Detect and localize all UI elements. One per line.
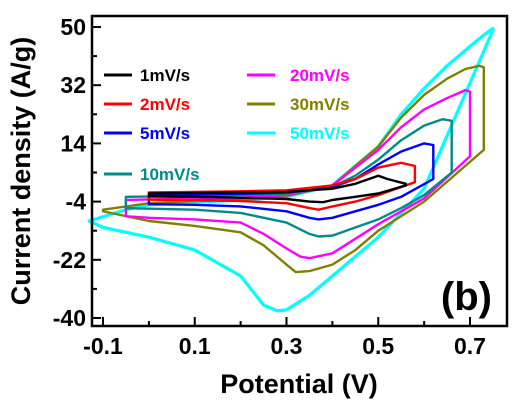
- series-curve-1mv-s: [147, 174, 407, 204]
- curves-layer: [87, 27, 495, 313]
- legend-label-10mv-s: 10mV/s: [140, 165, 200, 184]
- x-axis-title: Potential (V): [220, 369, 378, 399]
- panel-label: (b): [441, 275, 492, 319]
- x-tick-label: 0.7: [454, 333, 486, 359]
- legend-label-30mv-s: 30mV/s: [290, 95, 350, 114]
- y-tick-label: -4: [66, 189, 87, 215]
- x-tick-label: 0.5: [362, 333, 394, 359]
- ticks-layer: -0.1 0.1 0.3 0.5 0.7 -40 -22 -4 14 32 50: [53, 14, 486, 359]
- legend-label-2mv-s: 2mV/s: [140, 95, 190, 114]
- y-axis-title: Current density (A/g): [6, 37, 36, 306]
- x-tick-label: 0.3: [271, 333, 303, 359]
- y-tick-label: 50: [60, 14, 86, 40]
- y-tick-label: -22: [53, 247, 86, 273]
- y-tick-label: 14: [60, 130, 86, 156]
- y-tick-label: -40: [53, 305, 86, 331]
- x-tick-label: 0.1: [179, 333, 211, 359]
- x-tick-label: -0.1: [83, 333, 123, 359]
- legend: 1mV/s 2mV/s 5mV/s 10mV/s 20mV/s 30mV/s 50mV/s: [104, 66, 350, 184]
- plot-frame: [90, 14, 509, 328]
- legend-label-5mv-s: 5mV/s: [140, 124, 190, 143]
- legend-label-1mv-s: 1mV/s: [140, 66, 190, 85]
- y-tick-label: 32: [60, 72, 86, 98]
- legend-label-20mv-s: 20mV/s: [290, 66, 350, 85]
- legend-label-50mv-s: 50mV/s: [290, 124, 350, 143]
